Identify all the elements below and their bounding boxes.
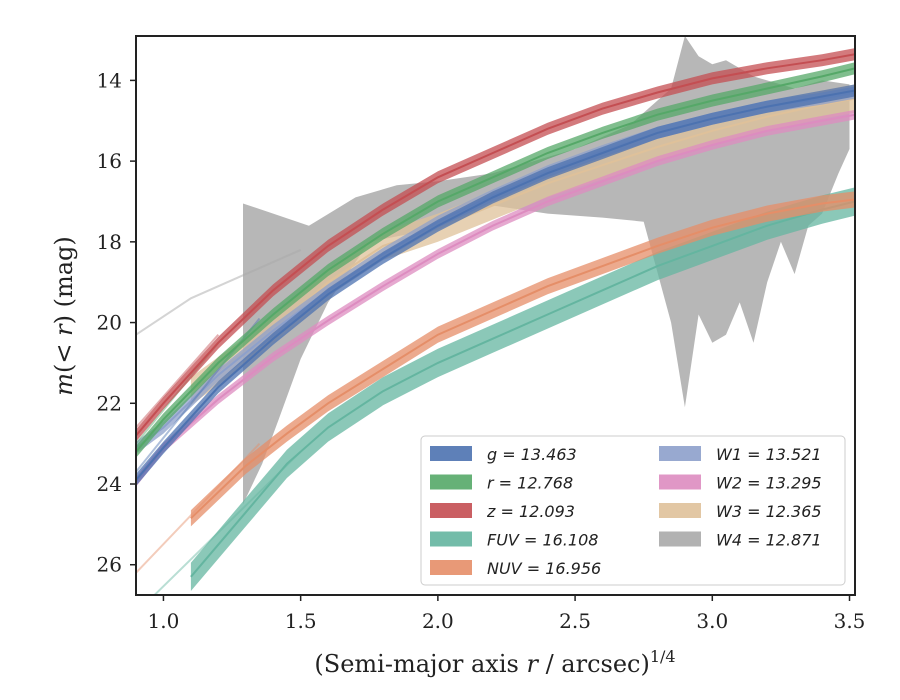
series-tail-W4	[136, 248, 302, 336]
x-tick-label: 3.0	[696, 609, 728, 633]
legend-swatch-W2	[659, 474, 701, 490]
legend-label-W3: W3 = 12.365	[716, 502, 822, 521]
y-tick-label: 16	[97, 149, 122, 173]
legend-swatch-FUV	[430, 531, 472, 547]
series-line-g	[136, 89, 855, 481]
legend-swatch-r	[430, 474, 472, 490]
legend-label-g: g = 13.463	[487, 445, 577, 464]
legend-label-z: z = 12.093	[486, 502, 575, 521]
x-tick-label: 1.0	[148, 609, 180, 633]
y-tick-label: 22	[97, 391, 122, 415]
series-band-W3	[190, 84, 855, 406]
series-tail-z	[136, 334, 220, 429]
y-tick-label: 24	[97, 472, 122, 496]
legend-swatch-z	[430, 503, 472, 518]
legend-label-NUV: NUV = 16.956	[487, 559, 601, 578]
legend-swatch-NUV	[430, 560, 472, 575]
y-tick-label: 14	[97, 68, 122, 92]
x-axis-label: (Semi-major axis r / arcsec)1/4	[314, 647, 675, 678]
legend-swatch-W3	[659, 503, 701, 518]
y-tick-label: 18	[97, 230, 122, 254]
x-tick-label: 1.5	[285, 609, 317, 633]
legend-label-W2: W2 = 13.295	[716, 474, 822, 493]
x-tick-label: 2.5	[559, 609, 591, 633]
y-tick-label: 20	[97, 311, 122, 335]
data-layer	[136, 36, 855, 595]
legend-box	[420, 435, 846, 586]
legend-label-r: r = 12.768	[487, 474, 573, 493]
y-tick-label: 26	[97, 553, 122, 577]
legend-swatch-W4	[659, 531, 701, 547]
legend-swatch-W1	[659, 446, 701, 461]
legend-swatch-g	[430, 446, 472, 461]
series-line-z	[136, 53, 855, 437]
series-line-FUV	[190, 200, 855, 578]
y-axis-label: m(< r) (mag)	[50, 236, 78, 396]
series-line-r	[136, 67, 855, 453]
series-line-W2	[136, 113, 855, 483]
x-tick-label: 3.5	[834, 609, 866, 633]
series-band-FUV	[190, 187, 855, 591]
plot-frame	[135, 35, 856, 596]
legend: g = 13.463 r = 12.768 z = 12.093 FUV = 16.1…	[420, 435, 846, 586]
series-line-NUV	[190, 198, 855, 520]
x-tick-label: 2.0	[422, 609, 454, 633]
ticks-layer: 1.0 1.5 2.0 2.5 3.0 3.5 14 16 18 20 22 24 26	[97, 68, 866, 633]
legend-label-W4: W4 = 12.871	[716, 531, 822, 550]
legend-label-W1: W1 = 13.521	[716, 445, 822, 464]
legend-label-FUV: FUV = 16.108	[487, 531, 598, 550]
